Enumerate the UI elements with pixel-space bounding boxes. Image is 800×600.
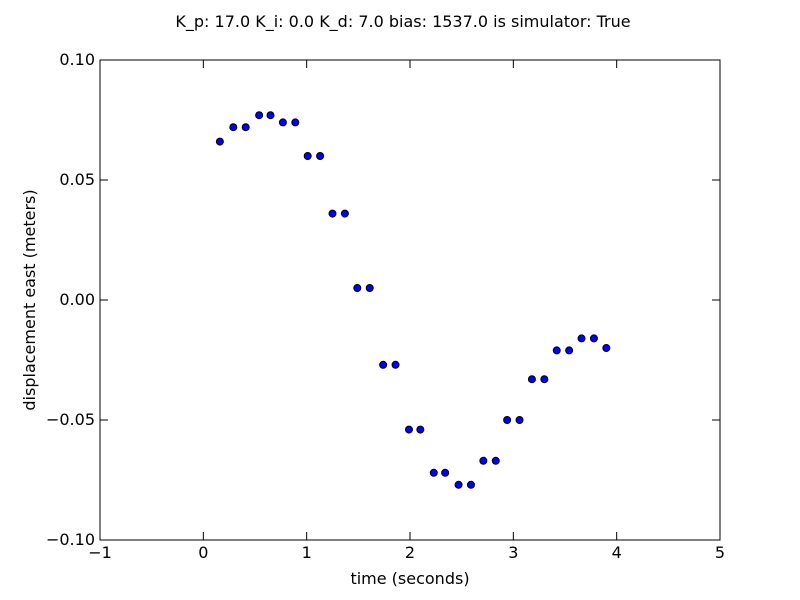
data-point: [353, 284, 362, 292]
data-point: [266, 111, 275, 120]
data-point: [416, 425, 425, 434]
data-point: [291, 118, 300, 127]
data-point: [255, 111, 264, 120]
data-point: [278, 118, 287, 127]
data-point: [241, 123, 250, 132]
data-point: [515, 416, 524, 424]
y-tick-label: 0.00: [59, 290, 95, 309]
data-point: [589, 334, 598, 343]
data-point: [340, 209, 349, 218]
axis-tick-labels: −1 0 1 2 3 4 5 −0.10 −0.05 0.00 0.05 0.10: [46, 50, 725, 562]
x-tick-label: 5: [715, 543, 725, 562]
data-point: [429, 468, 438, 477]
data-point: [379, 360, 388, 369]
data-point: [365, 284, 374, 292]
data-point: [303, 152, 312, 160]
y-tick-label: −0.10: [46, 530, 95, 549]
data-points: [215, 111, 611, 489]
axis-ticks: [99, 59, 721, 541]
data-point: [466, 480, 475, 489]
data-point: [565, 346, 574, 355]
data-point: [479, 456, 488, 465]
y-tick-label: 0.10: [59, 50, 95, 69]
data-point: [328, 209, 337, 218]
x-axis-label: time (seconds): [350, 569, 469, 588]
data-point: [441, 468, 450, 477]
x-tick-label: 4: [612, 543, 622, 562]
y-tick-label: −0.05: [46, 410, 95, 429]
y-axis-label: displacement east (meters): [20, 189, 39, 410]
x-tick-label: 2: [405, 543, 415, 562]
data-point: [540, 375, 549, 384]
data-point: [215, 137, 224, 146]
plot-area: [99, 59, 721, 541]
x-tick-label: −1: [88, 543, 112, 562]
x-tick-label: 3: [508, 543, 518, 562]
data-point: [503, 416, 512, 424]
data-point: [316, 152, 325, 160]
data-point: [552, 346, 561, 355]
y-tick-label: 0.05: [59, 170, 95, 189]
data-point: [391, 360, 400, 369]
data-point: [602, 344, 611, 352]
data-point: [454, 480, 463, 489]
data-point: [577, 334, 586, 343]
chart-title: K_p: 17.0 K_i: 0.0 K_d: 7.0 bias: 1537.0…: [175, 12, 630, 32]
data-point: [491, 456, 500, 465]
data-point: [404, 425, 413, 434]
x-tick-label: 0: [198, 543, 208, 562]
data-point: [527, 375, 536, 384]
data-point: [229, 123, 238, 132]
x-tick-label: 1: [302, 543, 312, 562]
